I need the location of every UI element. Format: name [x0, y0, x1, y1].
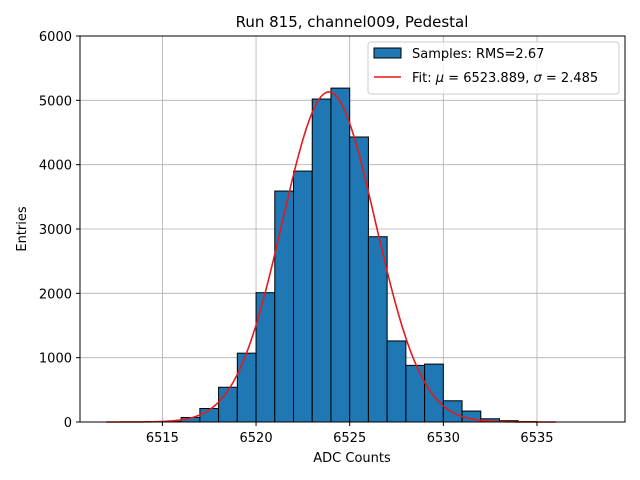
histogram-bar	[330, 87, 351, 423]
legend: Samples: RMS=2.67 Fit: μ = 6523.889, σ =…	[367, 41, 620, 95]
legend-fit-mu-symbol: μ	[435, 71, 444, 86]
histogram-bar	[311, 98, 332, 423]
histogram-bar	[367, 236, 388, 423]
fit-curve-group	[106, 91, 556, 423]
y-tick-label: 2000	[39, 287, 72, 302]
legend-fit-sigma-value: = 2.485	[542, 71, 598, 86]
y-axis-ticks: 0 1000 2000 3000 4000 5000 6000	[39, 30, 80, 431]
y-tick-label: 5000	[39, 94, 72, 109]
histogram-bar	[386, 340, 407, 423]
x-tick-label: 6535	[520, 431, 553, 446]
legend-fit-mu-value: = 6523.889,	[444, 71, 533, 86]
y-tick-label: 0	[64, 416, 72, 431]
histogram-bar	[424, 363, 444, 423]
x-tick-label: 6520	[240, 431, 273, 446]
x-tick-label: 6515	[146, 431, 179, 446]
x-tick-label: 6525	[333, 431, 366, 446]
legend-fit-sigma-symbol: σ	[534, 71, 543, 86]
x-axis-label: ADC Counts	[313, 451, 391, 466]
histogram-bar	[405, 364, 426, 423]
y-tick-label: 3000	[39, 223, 72, 238]
fit-curve	[106, 91, 556, 423]
y-tick-label: 4000	[39, 159, 72, 174]
legend-fit-label: Fit: μ = 6523.889, σ = 2.485	[412, 71, 598, 86]
legend-samples-label: Samples: RMS=2.67	[412, 47, 544, 62]
y-tick-label: 6000	[39, 30, 72, 45]
histogram-bar	[293, 170, 313, 423]
legend-fit-prefix: Fit:	[412, 71, 436, 86]
legend-samples-swatch	[373, 47, 402, 59]
histogram-bar	[274, 190, 295, 423]
y-axis-label: Entries	[15, 206, 30, 252]
x-tick-label: 6530	[427, 431, 460, 446]
histogram-bar	[442, 400, 463, 423]
x-axis-ticks: 6515 6520 6525 6530 6535	[146, 422, 554, 446]
histogram-bars	[161, 87, 538, 423]
chart-title: Run 815, channel009, Pedestal	[236, 13, 469, 31]
histogram-bar	[236, 352, 257, 423]
histogram-bar	[218, 386, 238, 423]
histogram-bar	[255, 292, 276, 423]
y-tick-label: 1000	[39, 352, 72, 367]
legend-box	[367, 41, 620, 95]
